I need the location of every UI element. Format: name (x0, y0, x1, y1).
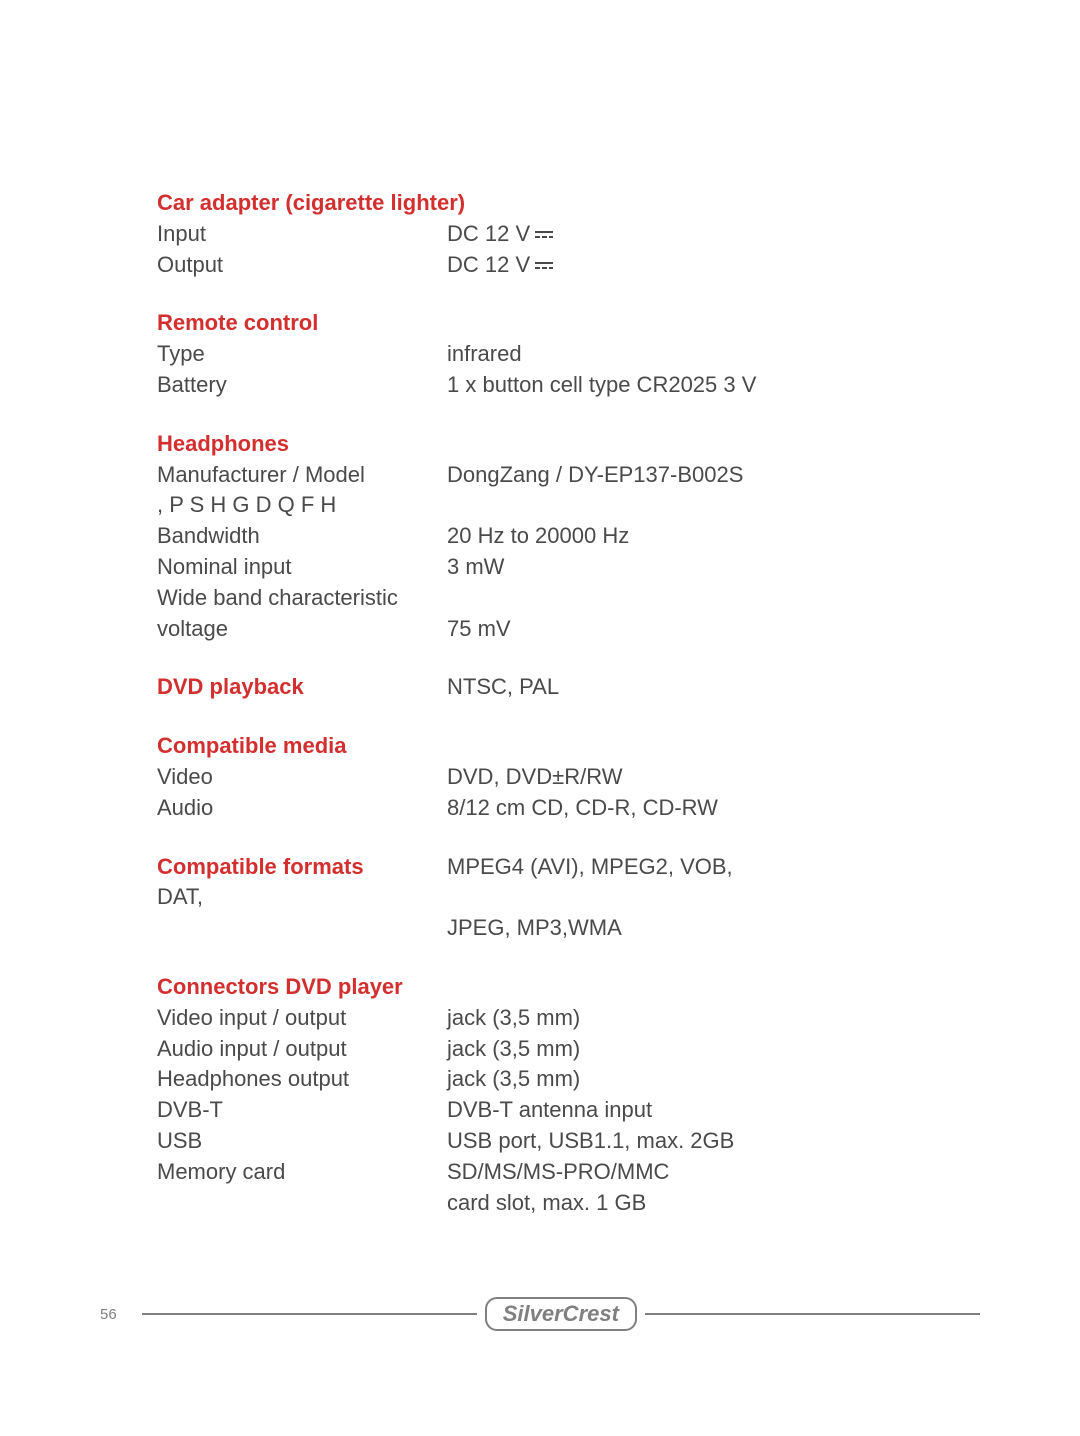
spec-label (157, 1188, 447, 1219)
spec-value: 1 x button cell type CR2025 3 V (447, 370, 1010, 401)
car-adapter-header: Car adapter (cigarette lighter) (157, 188, 1010, 219)
compatible-formats-header: Compatible formats (157, 852, 447, 883)
spec-row: Headphones output jack (3,5 mm) (157, 1064, 1010, 1095)
spec-row: card slot, max. 1 GB (157, 1188, 1010, 1219)
spec-label (157, 913, 447, 944)
spec-label: Video (157, 762, 447, 793)
compatible-media-header: Compatible media (157, 731, 1010, 762)
spec-content: Car adapter (cigarette lighter) Input DC… (157, 188, 1010, 1218)
dvd-playback-header: DVD playback (157, 672, 447, 703)
brand-logo: SilverCrest (485, 1297, 637, 1331)
spec-value: DC 12 V (447, 219, 1010, 250)
footer-line (142, 1313, 477, 1315)
spec-row: Battery 1 x button cell type CR2025 3 V (157, 370, 1010, 401)
spec-label: Wide band characteristic (157, 583, 447, 614)
spec-value: USB port, USB1.1, max. 2GB (447, 1126, 1010, 1157)
spec-row: Bandwidth 20 Hz to 20000 Hz (157, 521, 1010, 552)
spec-row: Video DVD, DVD±R/RW (157, 762, 1010, 793)
spec-label: Input (157, 219, 447, 250)
spec-row: USB USB port, USB1.1, max. 2GB (157, 1126, 1010, 1157)
spec-row: DAT, (157, 882, 1010, 913)
spec-value: DVD, DVD±R/RW (447, 762, 1010, 793)
spec-row: Memory card SD/MS/MS-PRO/MMC (157, 1157, 1010, 1188)
spec-value: 75 mV (447, 614, 1010, 645)
spec-value (447, 882, 1010, 913)
spec-value: 8/12 cm CD, CD-R, CD-RW (447, 793, 1010, 824)
spec-label: DVB-T (157, 1095, 447, 1126)
spec-row: Audio input / output jack (3,5 mm) (157, 1034, 1010, 1065)
footer-line (645, 1313, 980, 1315)
spec-row: Wide band characteristic (157, 583, 1010, 614)
connectors-header: Connectors DVD player (157, 972, 1010, 1003)
spec-label: Battery (157, 370, 447, 401)
spec-label: Audio input / output (157, 1034, 447, 1065)
spec-value: 20 Hz to 20000 Hz (447, 521, 1010, 552)
spec-row: Output DC 12 V (157, 250, 1010, 281)
spec-row: Audio 8/12 cm CD, CD-R, CD-RW (157, 793, 1010, 824)
spec-label: Audio (157, 793, 447, 824)
spec-label: Video input / output (157, 1003, 447, 1034)
spec-label: USB (157, 1126, 447, 1157)
spec-value: DVB-T antenna input (447, 1095, 1010, 1126)
spec-value (447, 490, 1010, 521)
spec-label: , P S H G D Q F H (157, 490, 447, 521)
spec-value: 3 mW (447, 552, 1010, 583)
spec-row: Type infrared (157, 339, 1010, 370)
spec-value: jack (3,5 mm) (447, 1064, 1010, 1095)
spec-label: voltage (157, 614, 447, 645)
spec-row: Input DC 12 V (157, 219, 1010, 250)
spec-value: jack (3,5 mm) (447, 1003, 1010, 1034)
spec-label: Manufacturer / Model (157, 460, 447, 491)
spec-label: Output (157, 250, 447, 281)
spec-value: infrared (447, 339, 1010, 370)
spec-label: Memory card (157, 1157, 447, 1188)
spec-value: JPEG, MP3,WMA (447, 913, 1010, 944)
spec-value: NTSC, PAL (447, 672, 1010, 703)
spec-value: DongZang / DY-EP137-B002S (447, 460, 1010, 491)
spec-value (447, 583, 1010, 614)
spec-label: Type (157, 339, 447, 370)
spec-row: Compatible formats MPEG4 (AVI), MPEG2, V… (157, 852, 1010, 883)
spec-label: Headphones output (157, 1064, 447, 1095)
spec-label: Bandwidth (157, 521, 447, 552)
dc-icon (533, 260, 555, 272)
page-footer: 56 SilverCrest (0, 1297, 1080, 1331)
spec-value: jack (3,5 mm) (447, 1034, 1010, 1065)
spec-value: MPEG4 (AVI), MPEG2, VOB, (447, 852, 1010, 883)
spec-label: DAT, (157, 882, 447, 913)
spec-value: DC 12 V (447, 250, 1010, 281)
spec-row: Manufacturer / Model DongZang / DY-EP137… (157, 460, 1010, 491)
spec-row: DVD playback NTSC, PAL (157, 672, 1010, 703)
spec-label: Nominal input (157, 552, 447, 583)
spec-row: JPEG, MP3,WMA (157, 913, 1010, 944)
dc-icon (533, 229, 555, 241)
remote-header: Remote control (157, 308, 1010, 339)
spec-row: Nominal input 3 mW (157, 552, 1010, 583)
page-number: 56 (100, 1306, 117, 1323)
spec-value: card slot, max. 1 GB (447, 1188, 1010, 1219)
headphones-header: Headphones (157, 429, 1010, 460)
spec-value: SD/MS/MS-PRO/MMC (447, 1157, 1010, 1188)
spec-row: voltage 75 mV (157, 614, 1010, 645)
spec-row: Video input / output jack (3,5 mm) (157, 1003, 1010, 1034)
spec-row: , P S H G D Q F H (157, 490, 1010, 521)
spec-row: DVB-T DVB-T antenna input (157, 1095, 1010, 1126)
